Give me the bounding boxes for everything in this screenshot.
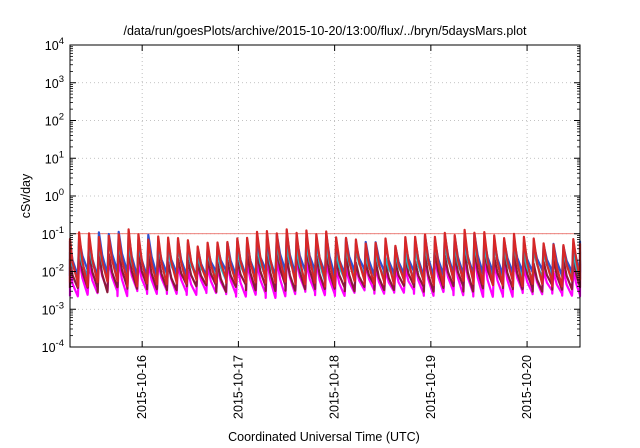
series-line	[68, 254, 582, 299]
series-group	[68, 228, 582, 299]
x-tick-label: 2015-10-17	[231, 355, 245, 419]
chart-title: /data/run/goesPlots/archive/2015-10-20/1…	[123, 24, 527, 38]
grid-lines	[70, 45, 580, 347]
y-tick-label: 104	[45, 36, 64, 53]
y-tick-label: 100	[45, 187, 64, 204]
y-tick-label: 10-1	[42, 225, 64, 242]
y-tick-label: 103	[45, 74, 64, 91]
x-tick-label: 2015-10-20	[520, 355, 534, 419]
series-line	[68, 248, 582, 294]
y-tick-label: 102	[45, 112, 64, 129]
y-tick-label: 10-3	[42, 300, 64, 317]
x-tick-label: 2015-10-18	[328, 355, 342, 419]
x-axis: 2015-10-16 2015-10-17 2015-10-18 2015-10-19…	[135, 45, 534, 419]
series-line	[68, 228, 582, 288]
y-axis: 10-4 10-3 10-2 10-1 100 101 102 103 104	[42, 36, 580, 355]
y-axis-label: cSv/day	[19, 173, 33, 218]
y-tick-label: 10-4	[42, 338, 64, 355]
x-tick-label: 2015-10-16	[135, 355, 149, 419]
x-axis-label: Coordinated Universal Time (UTC)	[228, 430, 420, 444]
y-tick-label: 101	[45, 149, 64, 166]
x-tick-label: 2015-10-19	[424, 355, 438, 419]
y-tick-label: 10-2	[42, 263, 64, 280]
